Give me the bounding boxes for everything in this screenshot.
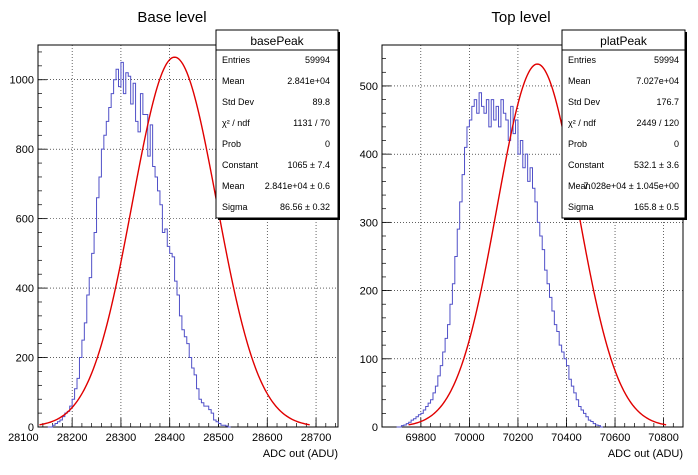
stats-value: 2449 / 120 — [636, 118, 679, 128]
stats-box-title: platPeak — [600, 34, 648, 48]
stats-value: 1065 ± 7.4 — [288, 160, 330, 170]
y-tick-label: 500 — [360, 81, 378, 93]
stats-value: 59994 — [305, 55, 330, 65]
stats-label: Sigma — [222, 202, 248, 212]
stats-value: 59994 — [654, 55, 679, 65]
x-tick-label: 70600 — [600, 432, 631, 444]
histogram-series — [47, 61, 231, 428]
histogram-panel-1: Base level 28100 28200 28300 28400 28500 28600… — [8, 9, 340, 460]
y-tick-label: 600 — [16, 214, 34, 226]
stats-value: 1131 / 70 — [293, 118, 330, 128]
stats-label: χ² / ndf — [568, 118, 596, 128]
y-tick-label: 200 — [360, 286, 378, 298]
stats-value: 7.028e+04 ± 1.045e+00 — [583, 181, 679, 191]
x-axis-label: ADC out (ADU) — [608, 448, 683, 460]
chart-title: Base level — [137, 9, 206, 26]
x-tick-label: 70200 — [503, 432, 534, 444]
stats-label: Mean — [222, 76, 245, 86]
stats-label: Std Dev — [568, 97, 601, 107]
stats-label: Mean — [568, 76, 591, 86]
x-tick-label: 28500 — [203, 432, 234, 444]
plot-frame — [37, 44, 339, 428]
y-tick-label: 300 — [360, 217, 378, 229]
y-tick-label: 1000 — [10, 75, 34, 87]
x-tick-label: 28700 — [301, 432, 332, 444]
stats-label: Entries — [568, 55, 597, 65]
stats-label: Sigma — [568, 202, 594, 212]
stats-value: 86.56 ± 0.32 — [280, 202, 330, 212]
stats-label: Entries — [222, 55, 251, 65]
stats-box: basePeak Entries 59994 Mean 2.841e+04 Std Dev… — [215, 29, 340, 220]
stats-value: 165.8 ± 0.5 — [634, 202, 679, 212]
stats-label: Constant — [568, 160, 605, 170]
y-tick-label: 200 — [16, 353, 34, 365]
x-tick-label: 28100 — [8, 432, 39, 444]
stats-label: Mean — [222, 181, 245, 191]
x-tick-label: 28300 — [106, 432, 137, 444]
x-tick-label: 70800 — [648, 432, 679, 444]
gaussian-fit-curve — [39, 56, 310, 426]
stats-label: Prob — [222, 139, 241, 149]
histogram-panel-2: Top level 69800 70000 70200 70400 70600 70800 0… — [360, 9, 687, 460]
y-tick-label: 400 — [360, 149, 378, 161]
stats-label: Constant — [222, 160, 259, 170]
stats-value: 0 — [674, 139, 679, 149]
y-tick-label: 400 — [16, 283, 34, 295]
y-tick-label: 0 — [372, 422, 378, 434]
gaussian-fit-curve — [408, 63, 667, 426]
stats-value: 2.841e+04 ± 0.6 — [265, 181, 330, 191]
stats-label: Prob — [568, 139, 587, 149]
stats-value: 7.027e+04 — [636, 76, 679, 86]
y-tick-label: 800 — [16, 144, 34, 156]
stats-value: 532.1 ± 3.6 — [634, 160, 679, 170]
stats-value: 0 — [325, 139, 330, 149]
x-tick-label: 70000 — [454, 432, 485, 444]
y-tick-label: 0 — [28, 422, 34, 434]
stats-box-frame — [215, 29, 339, 219]
x-tick-label: 28600 — [252, 432, 283, 444]
stats-value: 2.841e+04 — [287, 76, 330, 86]
y-tick-label: 100 — [360, 354, 378, 366]
x-tick-label: 69800 — [406, 432, 437, 444]
stats-value: 89.8 — [312, 97, 330, 107]
x-tick-label: 28200 — [57, 432, 88, 444]
x-tick-label: 70400 — [551, 432, 582, 444]
histogram-series — [396, 92, 603, 428]
x-axis-label: ADC out (ADU) — [263, 448, 338, 460]
chart-title: Top level — [491, 9, 550, 26]
stats-label: Std Dev — [222, 97, 255, 107]
stats-label: Mean — [568, 181, 591, 191]
stats-label: χ² / ndf — [222, 118, 250, 128]
x-tick-label: 28400 — [154, 432, 185, 444]
stats-box-frame — [561, 29, 686, 219]
stats-box-title: basePeak — [250, 34, 304, 48]
stats-value: 176.7 — [656, 97, 679, 107]
